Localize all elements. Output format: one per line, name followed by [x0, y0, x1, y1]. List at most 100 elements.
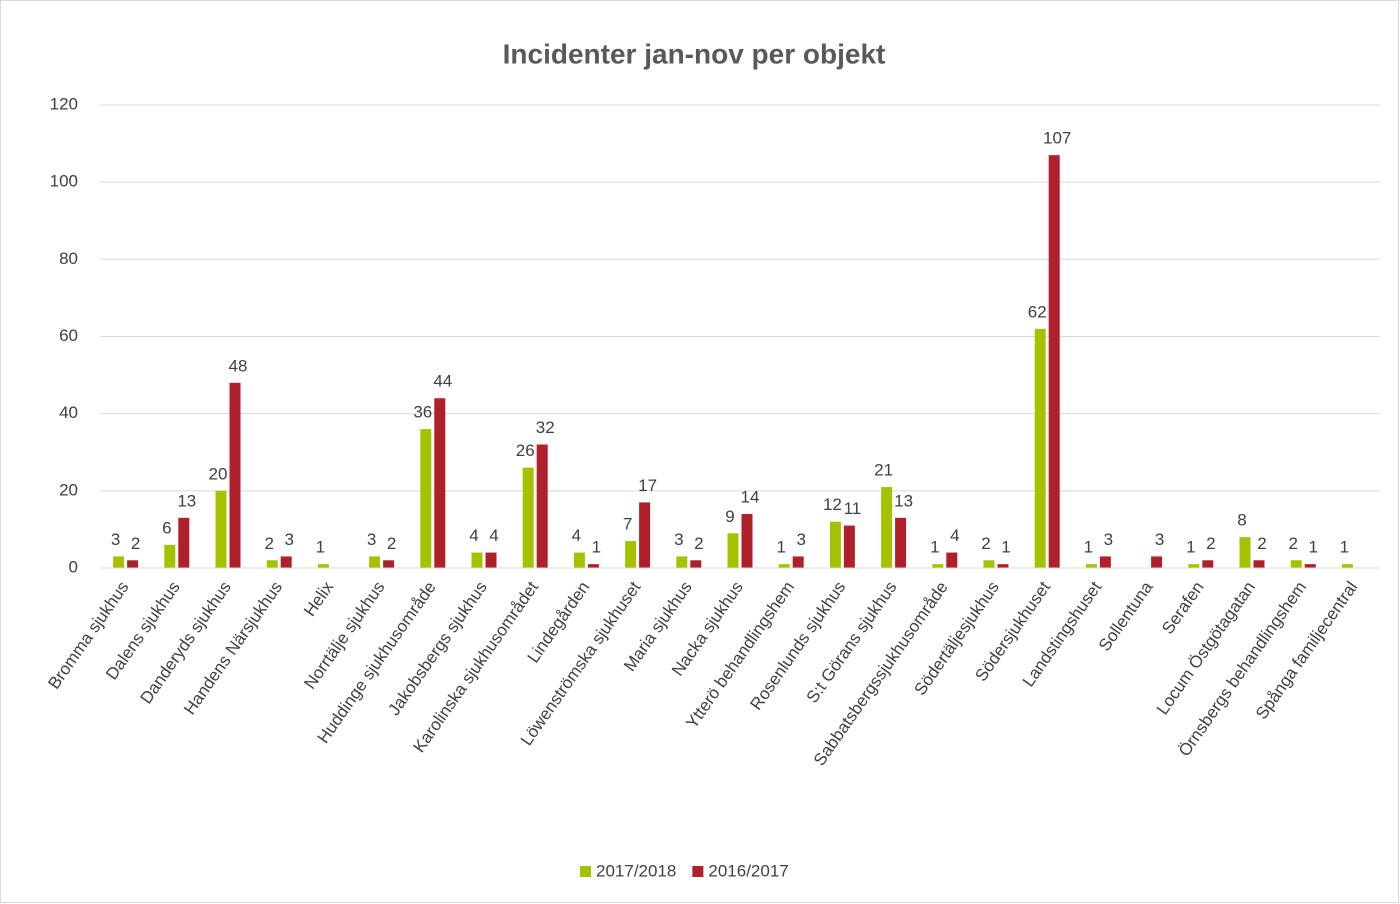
data-label: 1 — [316, 538, 325, 557]
bar — [1188, 564, 1200, 568]
data-label: 4 — [950, 526, 959, 545]
bar — [690, 560, 702, 568]
data-label: 2 — [1257, 534, 1266, 553]
bar — [1341, 564, 1353, 568]
bar — [1085, 564, 1097, 568]
bar — [997, 564, 1009, 568]
data-label: 11 — [844, 499, 862, 518]
data-label: 3 — [674, 530, 683, 549]
data-label: 4 — [572, 526, 581, 545]
data-label: 1 — [930, 538, 939, 557]
bar — [266, 560, 278, 568]
data-label: 1 — [592, 538, 601, 557]
data-label: 36 — [413, 403, 432, 422]
y-tick-label: 80 — [59, 249, 78, 268]
bar — [164, 544, 176, 568]
bar — [127, 560, 139, 568]
data-label: 44 — [433, 372, 452, 391]
bar — [1253, 560, 1265, 568]
bar — [829, 521, 841, 568]
data-label: 2 — [694, 534, 703, 553]
bar — [727, 533, 739, 568]
data-label: 12 — [823, 495, 842, 514]
data-label: 26 — [516, 441, 535, 460]
y-tick-label: 100 — [50, 172, 78, 191]
bar — [1034, 328, 1046, 568]
data-label: 9 — [725, 507, 734, 526]
bar — [792, 556, 804, 568]
bar — [536, 444, 548, 568]
bar — [843, 525, 855, 568]
bar — [522, 467, 534, 568]
bar — [1202, 560, 1214, 568]
bar — [625, 540, 637, 568]
data-label: 2 — [1206, 534, 1215, 553]
data-label: 20 — [209, 464, 228, 483]
bar — [895, 517, 907, 568]
y-tick-label: 20 — [59, 480, 78, 499]
data-label: 3 — [796, 530, 805, 549]
data-label: 4 — [469, 526, 478, 545]
data-label: 13 — [177, 491, 196, 510]
legend-swatch — [580, 866, 591, 877]
bar — [229, 382, 241, 568]
bar — [676, 556, 688, 568]
data-label: 1 — [1001, 538, 1010, 557]
data-label: 62 — [1028, 302, 1047, 321]
bar — [1304, 564, 1316, 568]
y-tick-label: 40 — [59, 403, 78, 422]
y-tick-label: 0 — [69, 557, 78, 576]
bar — [485, 552, 497, 568]
bar — [215, 490, 227, 568]
data-label: 48 — [229, 356, 248, 375]
bar — [881, 486, 893, 568]
data-label: 3 — [367, 530, 376, 549]
data-label: 1 — [776, 538, 785, 557]
data-label: 3 — [1155, 530, 1164, 549]
legend-label: 2016/2017 — [708, 861, 788, 880]
data-label: 2 — [131, 534, 140, 553]
bar — [946, 552, 958, 568]
data-label: 8 — [1237, 511, 1246, 530]
data-label: 13 — [894, 491, 913, 510]
data-label: 2 — [1288, 534, 1297, 553]
bar — [587, 564, 599, 568]
bar — [369, 556, 381, 568]
bar — [113, 556, 125, 568]
bar — [983, 560, 995, 568]
y-tick-label: 60 — [59, 326, 78, 345]
data-label: 4 — [489, 526, 498, 545]
data-label: 1 — [1084, 538, 1093, 557]
bar — [741, 513, 753, 568]
bar — [471, 552, 483, 568]
bar — [639, 502, 651, 568]
data-label: 1 — [1186, 538, 1195, 557]
bar — [1151, 556, 1163, 568]
bar — [280, 556, 292, 568]
data-label: 14 — [741, 487, 760, 506]
bar — [1290, 560, 1302, 568]
data-label: 1 — [1340, 538, 1349, 557]
bar — [317, 564, 329, 568]
data-label: 3 — [1104, 530, 1113, 549]
data-label: 7 — [623, 514, 632, 533]
data-label: 2 — [387, 534, 396, 553]
bar — [573, 552, 585, 568]
chart-title: Incidenter jan-nov per objekt — [503, 38, 886, 69]
data-label: 1 — [1308, 538, 1317, 557]
data-label: 2 — [981, 534, 990, 553]
data-label: 3 — [284, 530, 293, 549]
data-label: 107 — [1043, 129, 1071, 148]
bar — [1099, 556, 1111, 568]
bar — [778, 564, 790, 568]
bar — [932, 564, 944, 568]
legend-swatch — [692, 866, 704, 877]
bar — [1239, 537, 1251, 568]
bar — [383, 560, 395, 568]
data-label: 3 — [111, 530, 120, 549]
data-label: 21 — [874, 460, 893, 479]
legend-label: 2017/2018 — [596, 861, 676, 880]
data-label: 32 — [536, 418, 555, 437]
bar — [420, 429, 432, 568]
